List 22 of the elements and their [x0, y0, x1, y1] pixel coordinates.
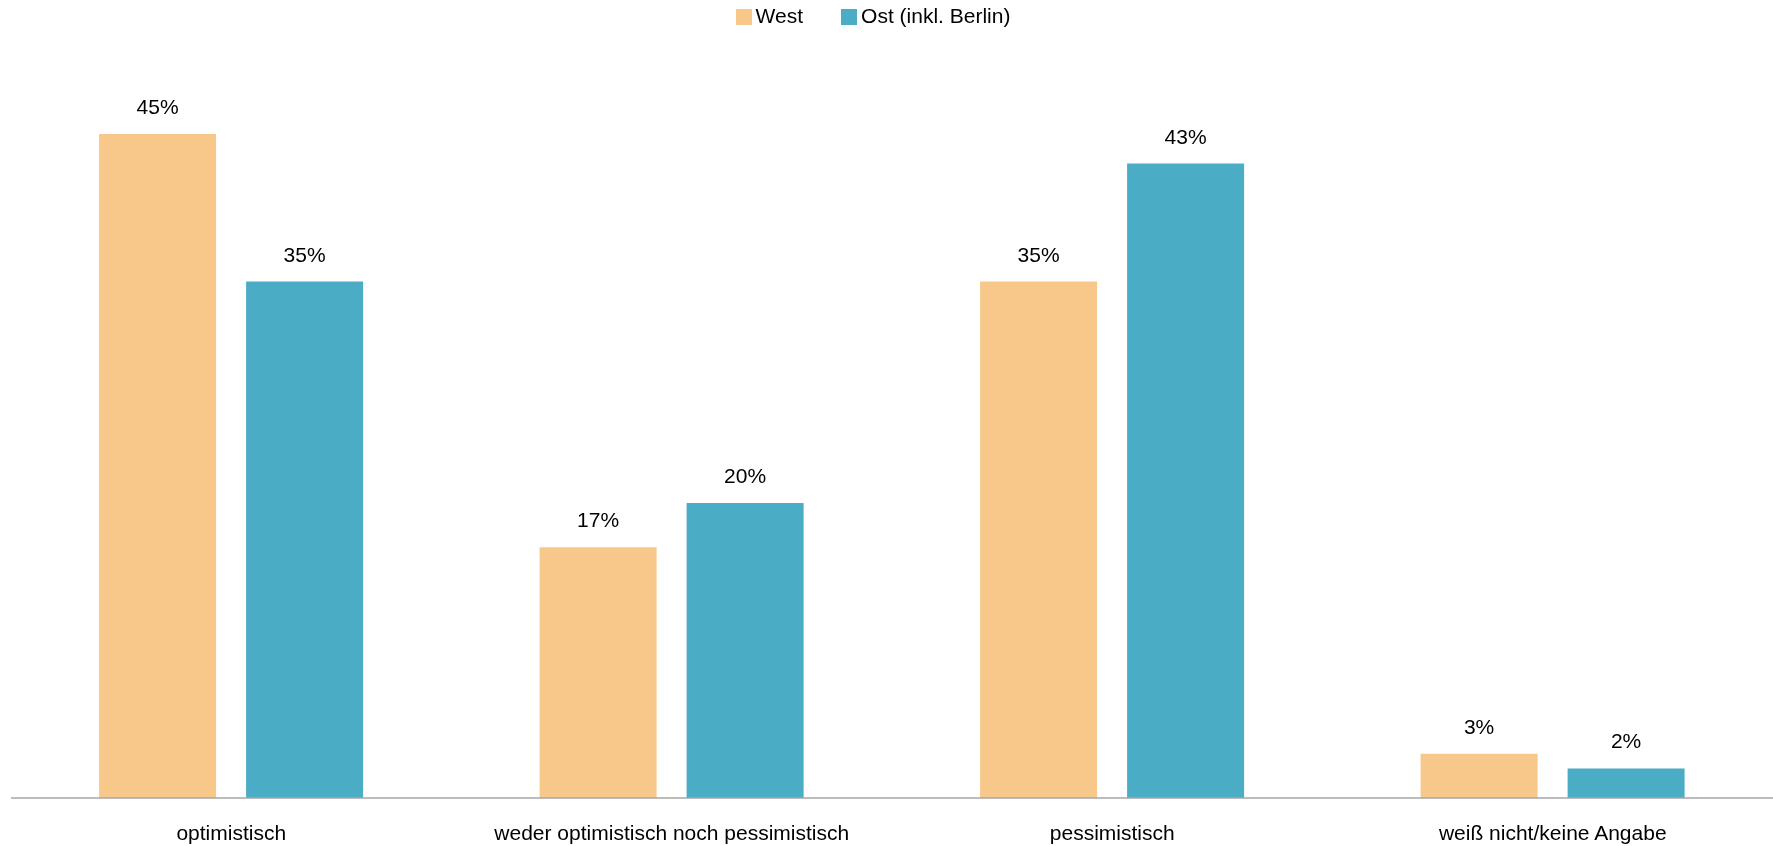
bar — [1127, 163, 1245, 798]
bar — [686, 502, 804, 798]
bar — [1420, 753, 1538, 798]
bar — [99, 134, 217, 798]
data-label: 3% — [1463, 714, 1495, 738]
data-label: 17% — [577, 508, 620, 532]
legend-label: West — [755, 4, 804, 27]
x-tick-label: pessimistisch — [1049, 820, 1175, 844]
x-tick-label: weiß nicht/keine Angabe — [1437, 820, 1667, 844]
bar — [246, 281, 364, 798]
data-label: 35% — [1017, 242, 1060, 266]
data-label: 45% — [136, 95, 179, 118]
data-label: 20% — [724, 463, 767, 487]
data-label: 43% — [1164, 124, 1207, 148]
bar — [1567, 768, 1685, 798]
data-label: 35% — [283, 242, 326, 266]
bar — [980, 281, 1098, 798]
data-label: 2% — [1610, 729, 1642, 753]
bar — [539, 547, 657, 798]
x-tick-label: weder optimistisch noch pessimistisch — [493, 820, 850, 844]
legend-label: Ost (inkl. Berlin) — [861, 4, 1011, 27]
x-tick-label: optimistisch — [176, 820, 287, 844]
